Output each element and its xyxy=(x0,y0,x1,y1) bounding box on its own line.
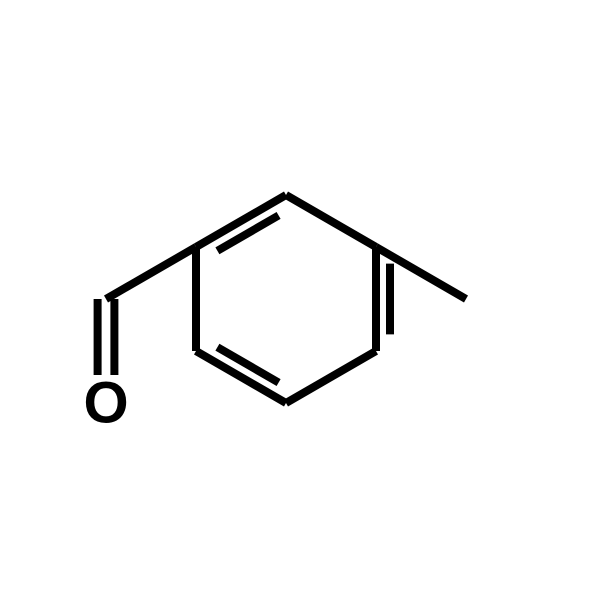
chemical-structure-diagram: O xyxy=(0,0,600,600)
svg-text:O: O xyxy=(83,371,128,436)
